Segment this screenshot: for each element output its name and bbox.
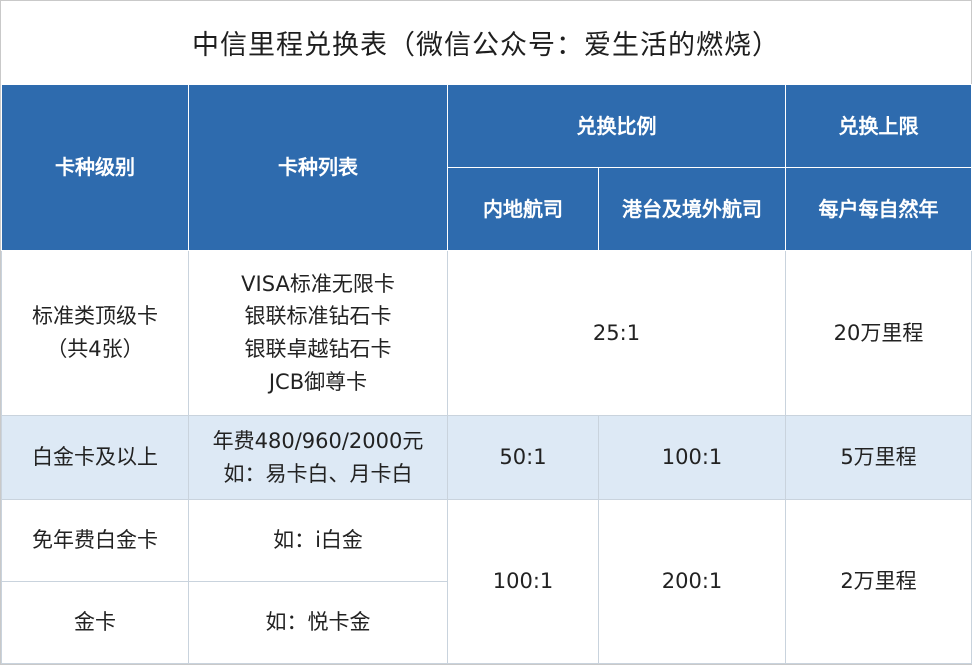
row-overseas-ratio: 200:1 (598, 499, 786, 664)
row-cards-cell: 年费480/960/2000元 如：易卡白、月卡白 (188, 415, 448, 500)
row-cards-cell: 如：悦卡金 (188, 581, 448, 664)
card-name: 年费480/960/2000元 (212, 428, 424, 453)
row-level-line: 白金卡及以上 (32, 445, 158, 470)
card-name: 如：易卡白、月卡白 (223, 461, 413, 486)
row-cards-cell: 如：i白金 (188, 499, 448, 582)
row-overseas-ratio: 100:1 (598, 415, 786, 500)
row-limit: 20万里程 (785, 250, 972, 416)
row-level-line: 标准类顶级卡 (32, 304, 158, 329)
header-row-1: 卡种级别 卡种列表 兑换比例 兑换上限 (1, 84, 972, 251)
header-ratio: 兑换比例 (447, 84, 786, 168)
page-title: 中信里程兑换表（微信公众号：爱生活的燃烧） (192, 30, 780, 61)
row-level-cell: 白金卡及以上 (1, 415, 189, 500)
header-card-level: 卡种级别 (1, 84, 189, 251)
table-row: 金卡 如：悦卡金 (1, 581, 972, 664)
table-row: 标准类顶级卡 （共4张） VISA标准无限卡 银联标准钻石卡 银联卓越钻石卡 J… (1, 250, 972, 416)
table-row: 免年费白金卡 如：i白金 100:1 200:1 2万里程 (1, 499, 972, 664)
row-cards-cell: VISA标准无限卡 银联标准钻石卡 银联卓越钻石卡 JCB御尊卡 (188, 250, 448, 416)
header-card-list: 卡种列表 (188, 84, 448, 251)
row-domestic-ratio: 100:1 (447, 499, 599, 664)
row-domestic-ratio: 50:1 (447, 415, 599, 500)
row-limit: 5万里程 (785, 415, 972, 500)
row-limit: 2万里程 (785, 499, 972, 664)
header-row-2: 内地航司 港台及境外航司 每户每自然年 (2, 167, 972, 251)
card-name: 银联标准钻石卡 (244, 304, 392, 329)
card-name: 银联卓越钻石卡 (244, 337, 392, 361)
row-level-cell: 标准类顶级卡 （共4张） (1, 250, 189, 416)
row-level-cell: 免年费白金卡 (1, 499, 189, 582)
row-ratio: 25:1 (447, 250, 786, 416)
table-row: 白金卡及以上 年费480/960/2000元 如：易卡白、月卡白 50:1 10… (1, 415, 972, 500)
header-limit: 兑换上限 (785, 84, 972, 168)
header-per-year: 每户每自然年 (785, 167, 972, 251)
card-name: VISA标准无限卡 (241, 271, 395, 296)
exchange-table: 卡种级别 卡种列表 兑换比例 兑换上限 内地航司 港台及境外航司 每户每自然年 … (1, 84, 972, 664)
row-level-line: （共4张） (46, 337, 144, 361)
header-domestic: 内地航司 (447, 167, 599, 251)
card-name: JCB御尊卡 (268, 369, 368, 394)
header-overseas: 港台及境外航司 (598, 167, 786, 251)
row-level-cell: 金卡 (1, 581, 189, 664)
